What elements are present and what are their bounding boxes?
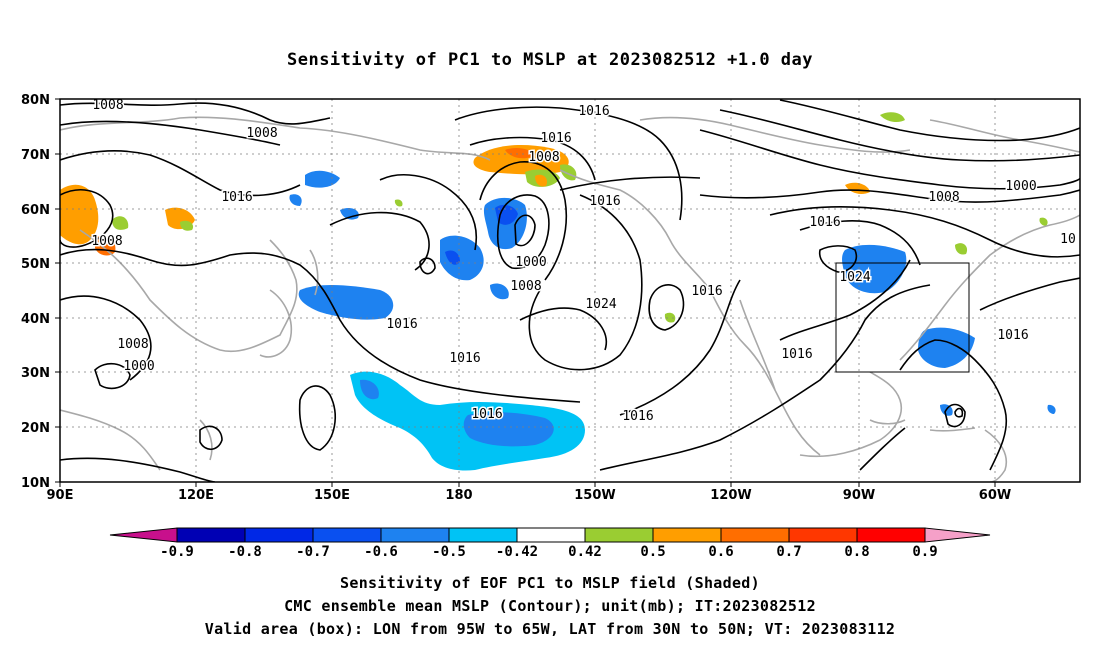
lat-label: 20N: [21, 421, 50, 436]
colorbar-bin: [380, 527, 450, 543]
lon-label: 150E: [314, 488, 350, 503]
contour-label: 1016: [691, 284, 722, 299]
footer-line-2: CMC ensemble mean MSLP (Contour); unit(m…: [284, 597, 816, 615]
map-title: Sensitivity of PC1 to MSLP at 2023082512…: [286, 50, 813, 70]
colorbar-label: -0.8: [228, 544, 262, 560]
lon-label: 90E: [47, 488, 74, 503]
contour-label: 1008: [117, 337, 148, 352]
colorbar-bin: [856, 527, 926, 543]
lon-label: 60W: [979, 488, 1011, 503]
colorbar-bin: [312, 527, 382, 543]
colorbar-bin: [788, 527, 858, 543]
colorbar-label: 0.9: [912, 544, 937, 560]
lon-label: 180: [445, 488, 472, 503]
lat-label: 70N: [21, 148, 50, 163]
contour-label: 1016: [386, 317, 417, 332]
colorbar-bin: [720, 527, 790, 543]
plot-frame: [59, 98, 1081, 483]
contour-label: 1016: [540, 131, 571, 146]
contour-label: 1016: [471, 407, 502, 422]
colorbar-bin: [244, 527, 314, 543]
coastlines: [60, 116, 1080, 482]
colorbar-bin: [516, 527, 586, 543]
contour-label: 1008: [528, 150, 559, 165]
colorbar-bin: [176, 527, 246, 543]
longitude-labels: 90E 120E 150E 180 150W 120W 90W 60W: [47, 488, 1012, 503]
contour-label: 1000: [515, 255, 546, 270]
contour-label: 1016: [622, 409, 653, 424]
colorbar-label: -0.5: [432, 544, 466, 560]
colorbar-bin: [652, 527, 722, 543]
lon-label: 90W: [843, 488, 875, 503]
lon-label: 150W: [574, 488, 615, 503]
lat-label: 60N: [21, 203, 50, 218]
colorbar-bin: [584, 527, 654, 543]
plot-area: [60, 99, 1080, 482]
colorbar: -0.9 -0.8 -0.7 -0.6 -0.5 -0.42 0.42 0.5 0.6 0.7 0.…: [109, 527, 991, 560]
contour-label: 1024: [585, 297, 616, 312]
contour-label: 1016: [578, 104, 609, 119]
lat-label: 50N: [21, 257, 50, 272]
footer-line-1: Sensitivity of EOF PC1 to MSLP field (Sh…: [340, 574, 760, 592]
contour-label: 10: [1060, 232, 1076, 247]
colorbar-label: -0.9: [160, 544, 194, 560]
contour-label: 1016: [809, 215, 840, 230]
lat-label: 80N: [21, 93, 50, 108]
colorbar-label: 0.7: [776, 544, 801, 560]
lon-label: 120E: [178, 488, 214, 503]
colorbar-bin: [448, 527, 518, 543]
lat-label: 30N: [21, 366, 50, 381]
contour-label: 1008: [92, 98, 123, 113]
colorbar-label: -0.42: [496, 544, 538, 560]
contour-label: 1016: [997, 328, 1028, 343]
contour-labels: 1008 1008 1008 1016 1016 1008 1016 1016 …: [90, 97, 1077, 426]
axis-ticks: [55, 98, 996, 487]
contour-label: 1016: [449, 351, 480, 366]
contour-label: 1008: [246, 126, 277, 141]
contour-label: 1000: [123, 359, 154, 374]
colorbar-above-triangle: [924, 527, 991, 543]
lat-label: 10N: [21, 476, 50, 491]
footer-line-3: Valid area (box): LON from 95W to 65W, L…: [204, 620, 896, 638]
valid-area-box: [835, 262, 970, 373]
contour-label: 1016: [221, 190, 252, 205]
colorbar-label: 0.8: [844, 544, 869, 560]
colorbar-below-triangle: [109, 527, 178, 543]
mslp-contours: [60, 99, 1080, 482]
contour-label: 1008: [510, 279, 541, 294]
contour-label: 1000: [1005, 179, 1036, 194]
contour-label: 1008: [91, 234, 122, 249]
lon-label: 120W: [710, 488, 751, 503]
colorbar-label: -0.6: [364, 544, 398, 560]
contour-label: 1016: [589, 194, 620, 209]
contour-label: 1016: [781, 347, 812, 362]
graticule: [60, 99, 1080, 482]
lat-label: 40N: [21, 312, 50, 327]
contour-label: 1024: [839, 270, 870, 285]
colorbar-label: 0.6: [708, 544, 733, 560]
contour-label: 1008: [928, 190, 959, 205]
colorbar-label: -0.7: [296, 544, 330, 560]
latitude-labels: 80N 70N 60N 50N 40N 30N 20N 10N: [21, 93, 50, 491]
colorbar-label: 0.5: [640, 544, 665, 560]
colorbar-label: 0.42: [568, 544, 602, 560]
